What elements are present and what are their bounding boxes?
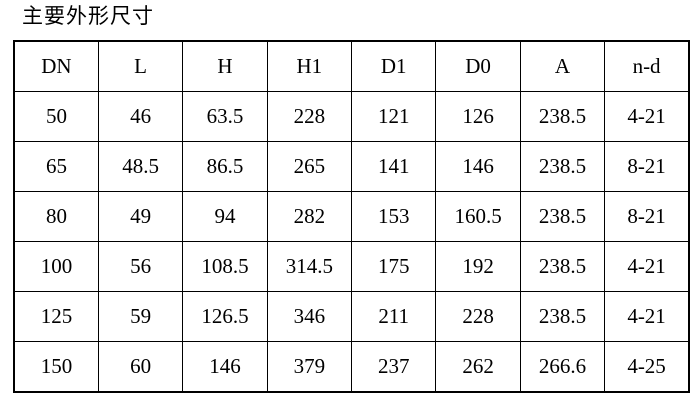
header-cell-l: L: [97, 40, 184, 92]
table-cell: 108.5: [182, 241, 268, 292]
table-row: 50 46 63.5 228 121 126 238.5 4-21: [13, 91, 690, 142]
table-cell: 8-21: [604, 191, 690, 242]
table-cell: 192: [435, 241, 521, 292]
table-cell: 228: [435, 291, 521, 342]
table-cell: 175: [350, 241, 437, 292]
table-cell: 150: [13, 341, 99, 393]
header-cell-d1: D1: [350, 40, 437, 92]
table-cell: 141: [350, 141, 437, 192]
table-header-row: DN L H H1 D1 D0 A n-d: [13, 40, 690, 92]
table-cell: 265: [266, 141, 353, 192]
header-cell-d0: D0: [435, 40, 521, 92]
table-cell: 237: [350, 341, 437, 393]
table-cell: 48.5: [97, 141, 184, 192]
header-cell-h1: H1: [266, 40, 353, 92]
table-row: 150 60 146 379 237 262 266.6 4-25: [13, 341, 690, 393]
table-cell: 86.5: [182, 141, 268, 192]
table-row: 65 48.5 86.5 265 141 146 238.5 8-21: [13, 141, 690, 192]
table-cell: 314.5: [266, 241, 353, 292]
table-cell: 266.6: [519, 341, 606, 393]
table-cell: 126: [435, 91, 521, 142]
table-cell: 125: [13, 291, 99, 342]
table-cell: 4-21: [604, 91, 690, 142]
table-cell: 153: [350, 191, 437, 242]
table-cell: 49: [97, 191, 184, 242]
table-row: 125 59 126.5 346 211 228 238.5 4-21: [13, 291, 690, 342]
table-row: 80 49 94 282 153 160.5 238.5 8-21: [13, 191, 690, 242]
table-cell: 121: [350, 91, 437, 142]
table-cell: 238.5: [519, 141, 606, 192]
table-cell: 160.5: [435, 191, 521, 242]
table-cell: 65: [13, 141, 99, 192]
table-cell: 379: [266, 341, 353, 393]
table-cell: 238.5: [519, 291, 606, 342]
header-cell-dn: DN: [13, 40, 99, 92]
table-cell: 238.5: [519, 91, 606, 142]
table-cell: 346: [266, 291, 353, 342]
table-cell: 282: [266, 191, 353, 242]
header-cell-nd: n-d: [604, 40, 690, 92]
table-cell: 46: [97, 91, 184, 142]
table-cell: 50: [13, 91, 99, 142]
table-cell: 126.5: [182, 291, 268, 342]
table-cell: 238.5: [519, 191, 606, 242]
page-title: 主要外形尺寸: [22, 4, 154, 28]
table-cell: 4-21: [604, 291, 690, 342]
table-cell: 94: [182, 191, 268, 242]
table-cell: 238.5: [519, 241, 606, 292]
dimensions-table: DN L H H1 D1 D0 A n-d 50 46 63.5 228 121…: [13, 40, 690, 393]
table-cell: 4-25: [604, 341, 690, 393]
table-cell: 59: [97, 291, 184, 342]
table-cell: 56: [97, 241, 184, 292]
table-cell: 4-21: [604, 241, 690, 292]
table-cell: 228: [266, 91, 353, 142]
header-cell-a: A: [519, 40, 606, 92]
table-cell: 146: [182, 341, 268, 393]
table-cell: 60: [97, 341, 184, 393]
table-cell: 211: [350, 291, 437, 342]
header-cell-h: H: [182, 40, 268, 92]
table-cell: 8-21: [604, 141, 690, 192]
table-cell: 262: [435, 341, 521, 393]
table-cell: 80: [13, 191, 99, 242]
table-cell: 146: [435, 141, 521, 192]
table-cell: 63.5: [182, 91, 268, 142]
table-row: 100 56 108.5 314.5 175 192 238.5 4-21: [13, 241, 690, 292]
table-cell: 100: [13, 241, 99, 292]
